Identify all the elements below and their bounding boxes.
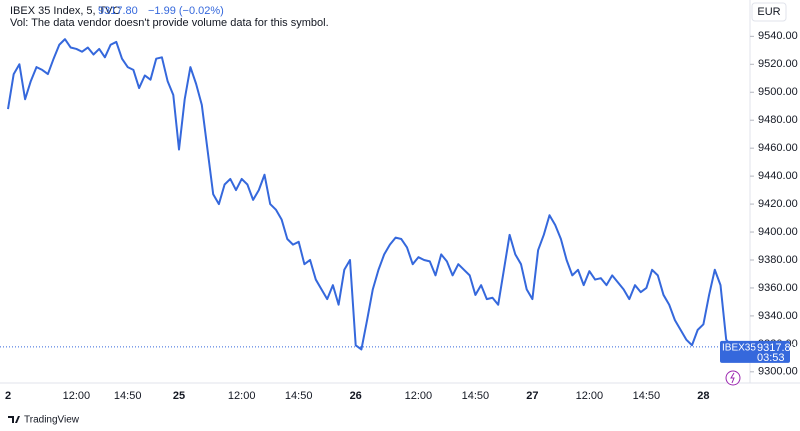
y-tick-label: 9500.00 [758, 86, 798, 98]
price-change: −1.99 (−0.02%) [148, 5, 224, 17]
x-tick-label: 14:50 [114, 390, 142, 402]
symbol-title: IBEX 35 Index, 5, TVC [10, 5, 121, 17]
currency-button[interactable] [751, 2, 787, 22]
y-tick-label: 9360.00 [758, 282, 798, 294]
x-tick-label: 28 [697, 390, 709, 402]
y-tick-label: 9460.00 [758, 142, 798, 154]
y-tick-label: 9420.00 [758, 198, 798, 210]
price-line [7, 38, 733, 351]
y-tick-label: 9340.00 [758, 310, 798, 322]
currency-label[interactable]: EUR [757, 6, 780, 18]
y-tick-label: 9400.00 [758, 226, 798, 238]
price-tag-symbol: IBEX35 [722, 343, 756, 354]
y-tick-label: 9440.00 [758, 170, 798, 182]
brand: TradingView [24, 415, 80, 426]
x-tick-label: 2 [5, 390, 11, 402]
x-tick-label: 12:00 [228, 390, 256, 402]
x-tick-label: 12:00 [405, 390, 433, 402]
price-tag-countdown: 03:53 [757, 352, 785, 364]
logo: TradingView [8, 415, 80, 426]
x-tick-label: 25 [173, 390, 185, 402]
x-tick-label: 12:00 [63, 390, 91, 402]
x-tick-label: 14:50 [285, 390, 313, 402]
x-tick-label: 27 [526, 390, 538, 402]
x-tick-label: 14:50 [633, 390, 661, 402]
volume-note: Vol: The data vendor doesn't provide vol… [10, 17, 329, 29]
y-tick-label: 9300.00 [758, 366, 798, 378]
last-price: 9317.80 [98, 5, 138, 17]
event-bolt [730, 372, 735, 384]
y-tick-label: 9380.00 [758, 254, 798, 266]
price-tag-price: 9317.80 [757, 342, 797, 354]
price-tag [720, 340, 790, 363]
y-tick-label: 9520.00 [758, 58, 798, 70]
x-tick-label: 26 [350, 390, 362, 402]
y-tick-label: 9540.00 [758, 30, 798, 42]
y-tick-label: 9480.00 [758, 114, 798, 126]
x-tick-label: 14:50 [462, 390, 490, 402]
x-tick-label: 12:00 [576, 390, 604, 402]
